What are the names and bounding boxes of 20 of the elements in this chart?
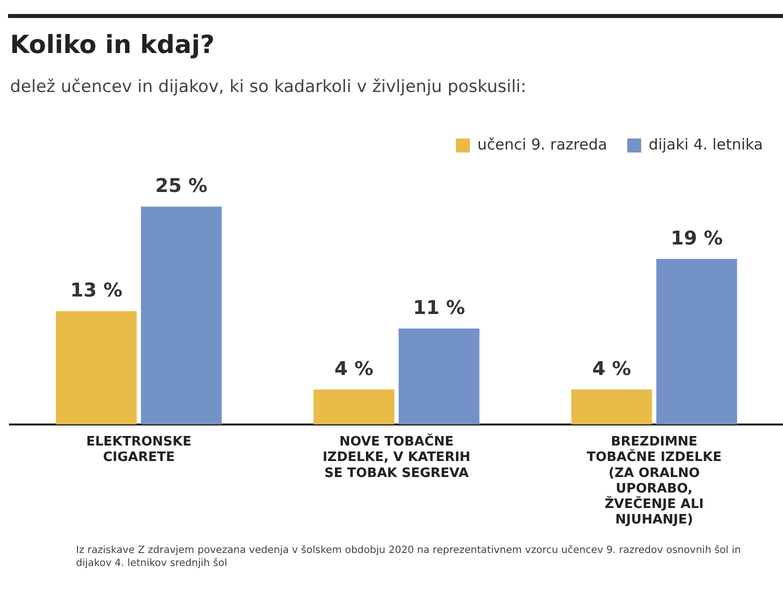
data-label: 4 % [334,358,374,380]
chart-subtitle: delež učencev in dijakov, ki so kadarkoli v življenju poskusili: [10,77,526,97]
bar [56,311,137,424]
data-label: 19 % [670,227,723,250]
bar [656,258,738,424]
x-tick-label: ELEKTRONSKE CIGARETE [86,434,192,466]
chart-title: Koliko in kdaj? [10,30,215,59]
legend-label: učenci 9. razreda [477,135,608,154]
bar [571,390,652,424]
bar [398,328,480,424]
x-tick-label: BREZDIMNE TOBAČNE IZDELKE (ZA ORALNO UPORABO, ŽVEČENJE ALI NJUHANJE) [586,434,722,528]
data-label: 13 % [70,280,122,302]
data-label: 4 % [592,358,632,380]
bar [314,390,394,424]
legend-label: dijaki 4. letnika [648,135,764,154]
text: Iz raziskave Z zdravjem povezana vedenja v šolskem obdobju 2020 na reprezentativnem vzorcu učencev 9. razredov osnovnih šol in dijakov 4. letnikov srednjih šol [76,544,742,570]
data-label: 25 % [155,175,208,198]
data-label: 11 % [412,296,466,319]
x-tick-label: NOVE TOBAČNE IZDELKE, V KATERIH SE TOBAK SEGREVA [322,432,470,481]
bar [140,206,222,424]
